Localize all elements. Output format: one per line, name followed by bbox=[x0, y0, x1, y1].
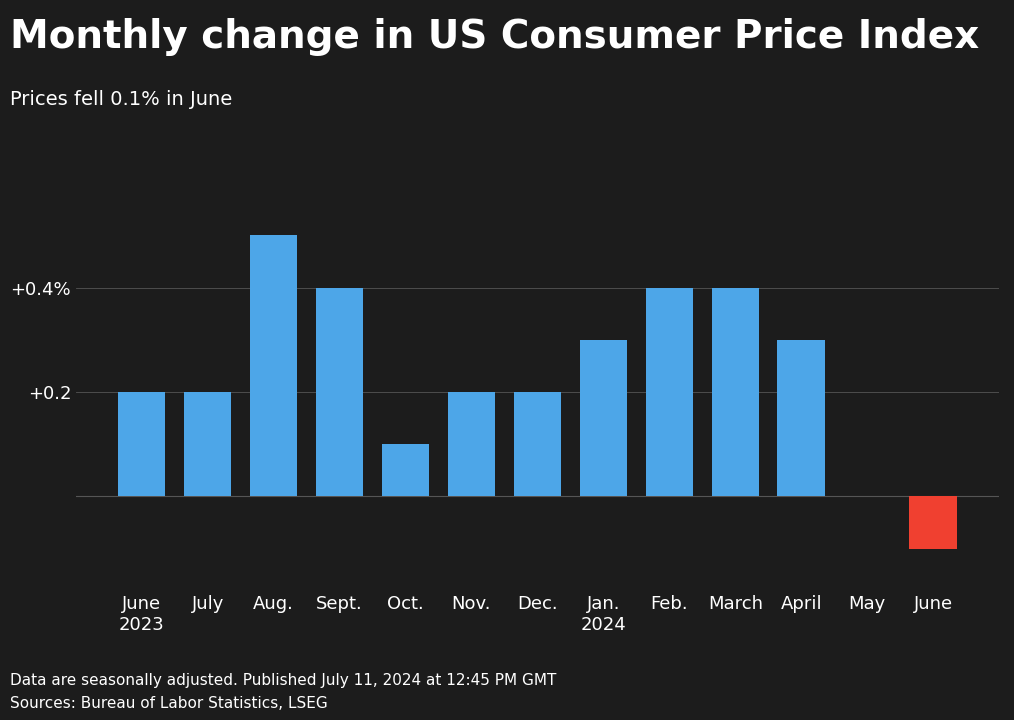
Bar bbox=[184, 392, 231, 497]
Text: Data are seasonally adjusted. Published July 11, 2024 at 12:45 PM GMT: Data are seasonally adjusted. Published … bbox=[10, 672, 557, 688]
Text: Sources: Bureau of Labor Statistics, LSEG: Sources: Bureau of Labor Statistics, LSE… bbox=[10, 696, 328, 711]
Bar bbox=[910, 497, 957, 549]
Bar bbox=[514, 392, 561, 497]
Bar bbox=[249, 235, 297, 497]
Text: Prices fell 0.1% in June: Prices fell 0.1% in June bbox=[10, 90, 232, 109]
Bar bbox=[778, 340, 825, 497]
Bar bbox=[315, 287, 363, 497]
Bar bbox=[118, 392, 165, 497]
Bar bbox=[448, 392, 495, 497]
Bar bbox=[646, 287, 693, 497]
Bar bbox=[382, 444, 429, 497]
Bar bbox=[712, 287, 759, 497]
Bar bbox=[580, 340, 627, 497]
Text: Monthly change in US Consumer Price Index: Monthly change in US Consumer Price Inde… bbox=[10, 18, 980, 56]
